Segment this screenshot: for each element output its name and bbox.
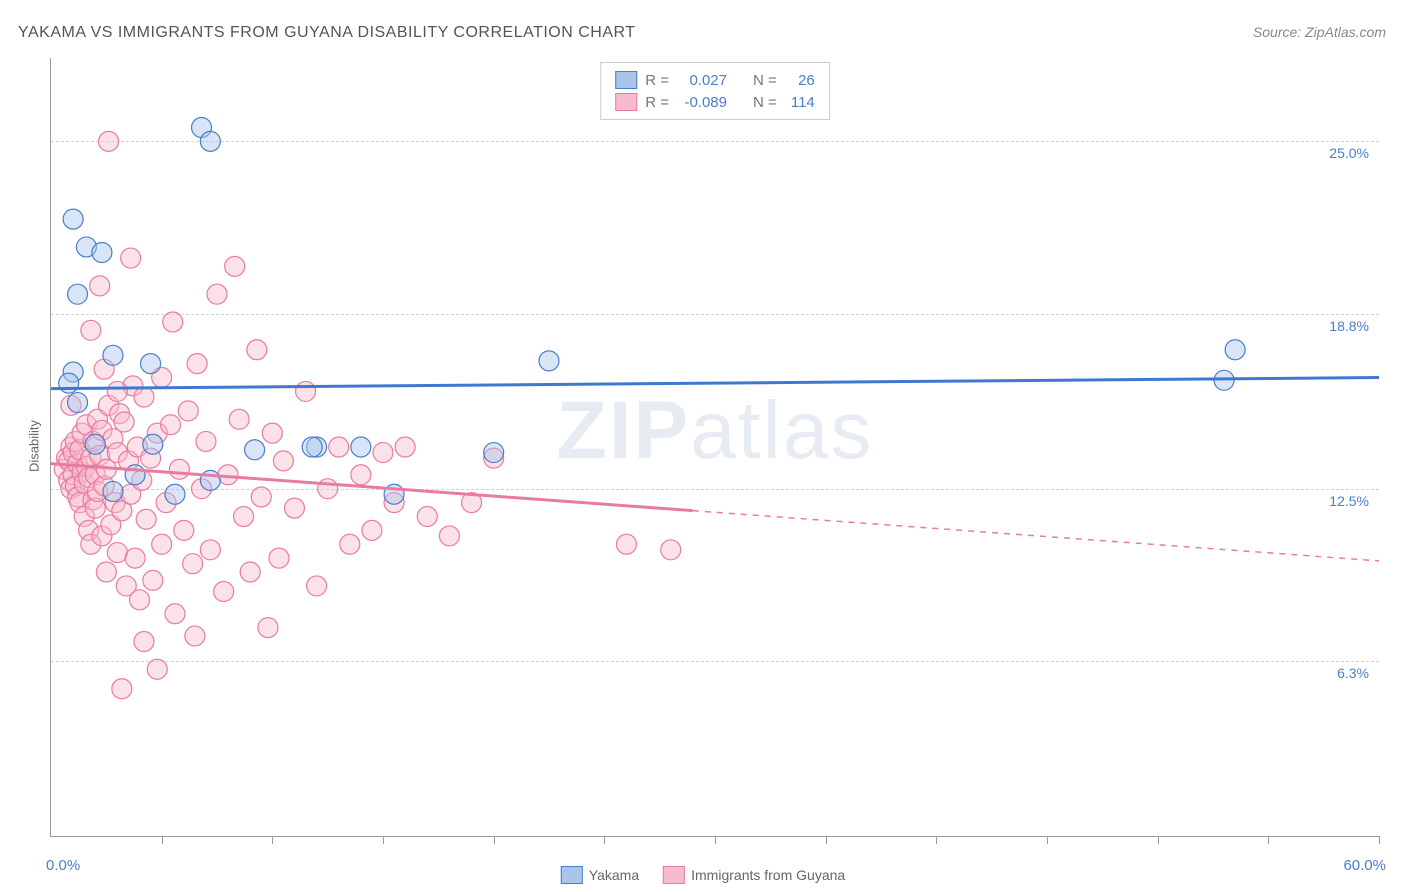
swatch-guyana-icon <box>663 866 685 884</box>
x-max-label: 60.0% <box>1343 857 1386 874</box>
legend-item-b: Immigrants from Guyana <box>663 866 845 884</box>
y-tick-label: 18.8% <box>1329 318 1369 334</box>
x-tick <box>1158 836 1159 844</box>
plot-area: ZIPatlas 6.3% 12.5% 18.8% 25.0% R = 0.027 N… <box>50 58 1379 837</box>
x-tick <box>494 836 495 844</box>
x-tick <box>383 836 384 844</box>
x-tick <box>272 836 273 844</box>
series-legend: Yakama Immigrants from Guyana <box>561 866 845 884</box>
x-min-label: 0.0% <box>46 857 80 874</box>
x-tick <box>162 836 163 844</box>
x-tick <box>1047 836 1048 844</box>
x-tick <box>826 836 827 844</box>
y-tick-label: 25.0% <box>1329 145 1369 161</box>
x-tick <box>604 836 605 844</box>
x-tick <box>1379 836 1380 844</box>
r-value-b: -0.089 <box>677 94 727 111</box>
gridline <box>51 314 1379 315</box>
n-label: N = <box>753 94 777 111</box>
gridline <box>51 141 1379 142</box>
x-tick <box>1268 836 1269 844</box>
n-label: N = <box>753 72 777 89</box>
r-label: R = <box>645 72 669 89</box>
n-value-b: 114 <box>785 94 815 111</box>
watermark: ZIPatlas <box>557 384 874 478</box>
x-tick <box>715 836 716 844</box>
trend-lines <box>51 58 1379 836</box>
legend-label-b: Immigrants from Guyana <box>691 867 845 883</box>
x-tick <box>936 836 937 844</box>
y-tick-label: 12.5% <box>1329 493 1369 509</box>
correlation-legend: R = 0.027 N = 26 R = -0.089 N = 114 <box>600 62 830 120</box>
source-attribution: Source: ZipAtlas.com <box>1253 24 1386 40</box>
legend-row-a: R = 0.027 N = 26 <box>615 69 815 91</box>
scatter-points <box>51 58 1379 836</box>
legend-label-a: Yakama <box>589 867 639 883</box>
gridline <box>51 661 1379 662</box>
y-axis-label: Disability <box>27 420 42 472</box>
r-value-a: 0.027 <box>677 72 727 89</box>
gridline <box>51 489 1379 490</box>
r-label: R = <box>645 94 669 111</box>
y-tick-label: 6.3% <box>1337 665 1369 681</box>
watermark-bold: ZIP <box>557 385 691 476</box>
watermark-light: atlas <box>690 385 873 476</box>
n-value-a: 26 <box>785 72 815 89</box>
swatch-yakama-icon <box>561 866 583 884</box>
legend-row-b: R = -0.089 N = 114 <box>615 91 815 113</box>
swatch-guyana-icon <box>615 93 637 111</box>
legend-item-a: Yakama <box>561 866 639 884</box>
chart-title: YAKAMA VS IMMIGRANTS FROM GUYANA DISABIL… <box>18 24 636 42</box>
swatch-yakama-icon <box>615 71 637 89</box>
